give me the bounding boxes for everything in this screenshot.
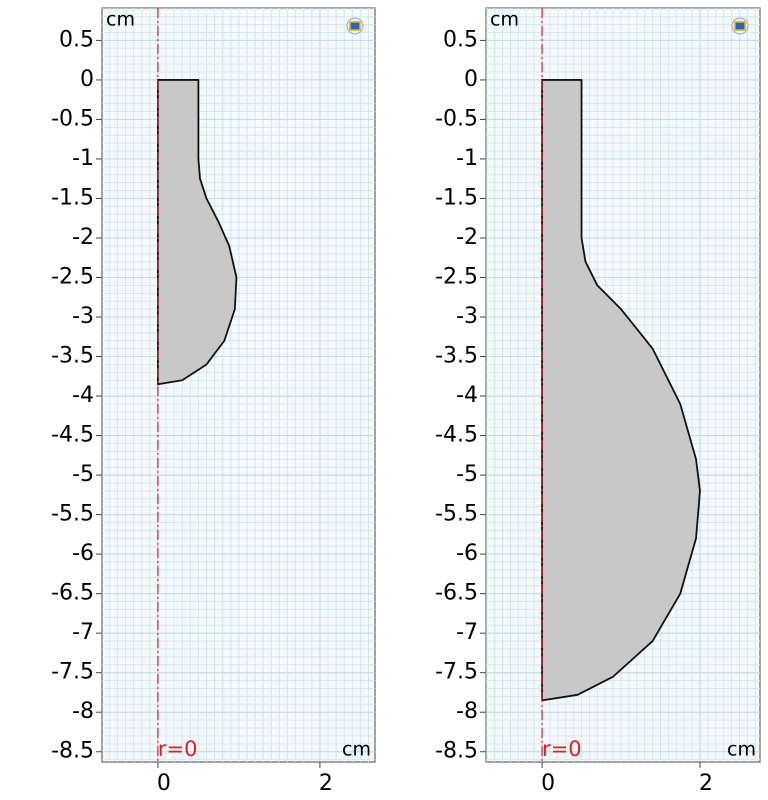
y-tick-label: -3 (72, 304, 94, 329)
y-tick-label: -7 (456, 620, 478, 645)
y-tick-label: -2.5 (51, 265, 94, 290)
y-tick-label: -5 (72, 462, 94, 487)
icon-fg (734, 21, 746, 31)
x-tick-label: 0 (541, 771, 555, 796)
y-tick-label: -2 (72, 225, 94, 250)
y-tick-label: -7.5 (435, 660, 478, 685)
y-tick-label: -1.5 (435, 185, 478, 210)
geometry-shape (541, 79, 701, 702)
y-tick-label: -4.5 (435, 423, 478, 448)
y-tick-label: -6.5 (435, 581, 478, 606)
y-tick-label: -1 (456, 146, 478, 171)
y-tick-label: -2 (456, 225, 478, 250)
y-tick-label: -0.5 (51, 106, 94, 131)
plot-panel: 0.5 0 -0.5 -1 -1.5 -2 -2.5 -3 -3.5 -4 -4.5 -5 -5.5 -6… (435, 7, 761, 796)
y-tick-label: -4 (456, 383, 478, 408)
x-tick-label: 2 (319, 771, 333, 796)
x-unit-label: cm (342, 739, 371, 761)
y-tick-label: -3.5 (435, 344, 478, 369)
y-tick-label: -7.5 (51, 660, 94, 685)
geometry-shape (156, 79, 238, 386)
x-tick-label: 0 (157, 771, 171, 796)
y-tick-label: -6.5 (51, 581, 94, 606)
y-tick-label: -0.5 (435, 106, 478, 131)
axis-label: r=0 (542, 737, 582, 761)
y-tick-label: -8 (72, 699, 94, 724)
y-tick-label: -5.5 (435, 502, 478, 527)
y-tick-label: -8.5 (435, 739, 478, 764)
axis-label: r=0 (158, 737, 198, 761)
y-tick-label: -3 (456, 304, 478, 329)
y-tick-label: -4 (72, 383, 94, 408)
x-unit-label: cm (727, 739, 756, 761)
y-tick-label: -8.5 (51, 739, 94, 764)
y-tick-label: 0.5 (443, 27, 478, 52)
view-icon (346, 17, 364, 35)
x-tick-label: 2 (699, 771, 713, 796)
y-tick-label: -6 (456, 541, 478, 566)
y-tick-label: -2.5 (435, 265, 478, 290)
icon-fg (349, 21, 361, 31)
y-tick-label: -3.5 (51, 344, 94, 369)
y-tick-label: 0.5 (59, 27, 94, 52)
y-tick-label: -1.5 (51, 185, 94, 210)
y-tick-label: -5 (456, 462, 478, 487)
y-tick-label: 0 (464, 67, 478, 92)
y-tick-label: -5.5 (51, 502, 94, 527)
y-unit-label: cm (490, 9, 519, 31)
y-tick-label: -6 (72, 541, 94, 566)
y-tick-label: -1 (72, 146, 94, 171)
y-tick-label: -8 (456, 699, 478, 724)
y-tick-label: 0 (80, 67, 94, 92)
y-tick-label: -7 (72, 620, 94, 645)
view-icon (731, 17, 749, 35)
y-unit-label: cm (106, 9, 135, 31)
y-tick-label: -4.5 (51, 423, 94, 448)
plot-panel: 0.5 0 -0.5 -1 -1.5 -2 -2.5 -3 -3.5 -4 -4.5 -5 -5.5 -6… (51, 7, 376, 796)
